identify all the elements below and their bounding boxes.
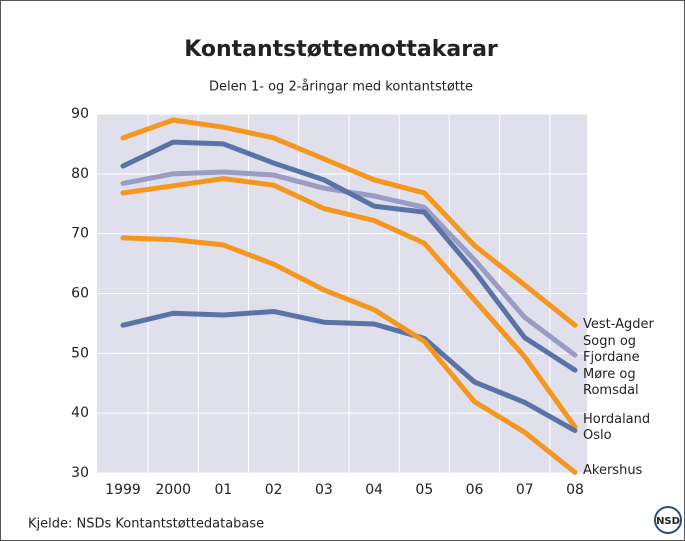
y-tick-label: 50 bbox=[71, 345, 89, 361]
y-tick-label: 80 bbox=[71, 166, 89, 182]
series-label: Vest-Agder bbox=[583, 317, 654, 332]
y-tick-label: 90 bbox=[71, 106, 89, 122]
series-label: Sogn og Fjordane bbox=[583, 334, 640, 365]
chart-subtitle: Delen 1- og 2-åringar med kontantstøtte bbox=[209, 80, 473, 95]
x-tick-label: 01 bbox=[215, 482, 233, 498]
x-tick-label: 02 bbox=[265, 482, 283, 498]
y-tick-label: 60 bbox=[71, 286, 89, 302]
x-tick-label: 05 bbox=[415, 482, 433, 498]
x-tick-label: 07 bbox=[516, 482, 534, 498]
y-tick-label: 70 bbox=[71, 226, 89, 242]
x-tick-label: 03 bbox=[315, 482, 333, 498]
x-tick-label: 1999 bbox=[105, 482, 141, 498]
series-line bbox=[120, 308, 578, 434]
logo-circle bbox=[654, 506, 682, 534]
source: Kjelde: NSDs Kontantstøttedatabase bbox=[28, 517, 264, 532]
series-label: Oslo bbox=[583, 428, 612, 443]
series-label: Akershus bbox=[583, 463, 643, 478]
y-tick-label: 40 bbox=[71, 405, 89, 421]
series-line bbox=[120, 235, 578, 475]
series-line bbox=[120, 139, 578, 373]
series-line bbox=[120, 117, 578, 328]
series-label: Hordaland bbox=[583, 412, 651, 427]
x-tick-label: 06 bbox=[466, 482, 484, 498]
x-tick-label: 08 bbox=[566, 482, 584, 498]
x-tick-label: 2000 bbox=[155, 482, 191, 498]
x-tick-label: 04 bbox=[365, 482, 383, 498]
logo: NSD bbox=[656, 516, 680, 527]
series-line bbox=[120, 176, 578, 430]
chart-title: Kontantstøttemottakarar bbox=[184, 37, 498, 62]
y-tick-label: 30 bbox=[71, 465, 89, 481]
series-label: Møre og Romsdal bbox=[583, 367, 639, 398]
